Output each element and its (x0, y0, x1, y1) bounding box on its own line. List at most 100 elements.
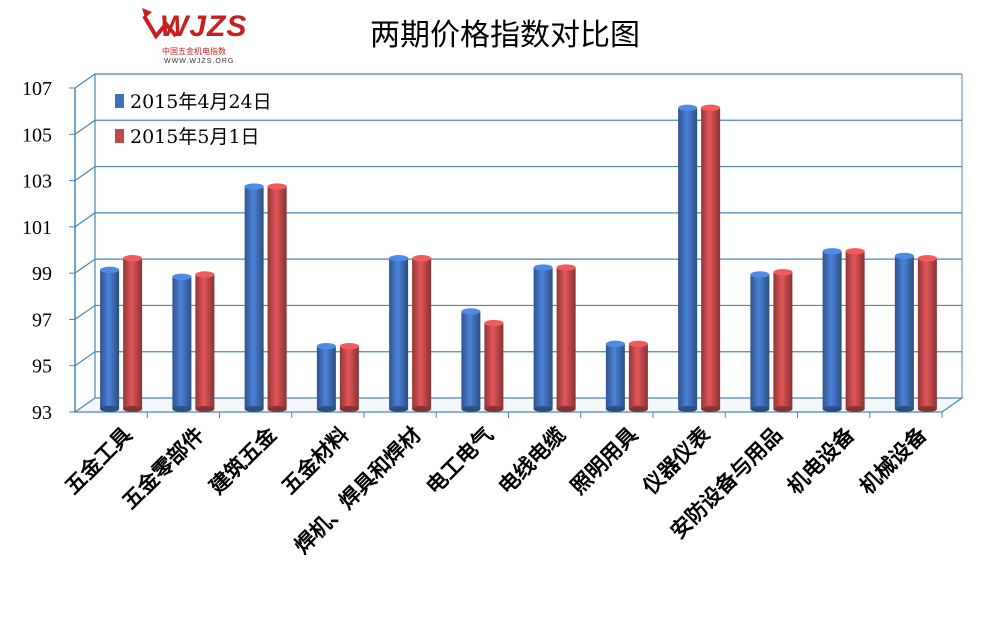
gridline (74, 165, 962, 182)
bar-base (917, 406, 937, 412)
bar-base (484, 406, 504, 412)
bar (628, 343, 648, 409)
bar-base (100, 406, 120, 412)
bar (484, 323, 504, 409)
bar-top (123, 255, 143, 262)
bar-base (701, 406, 721, 412)
bar-base (605, 406, 625, 412)
bar-top (773, 268, 793, 276)
bar-base (845, 406, 865, 412)
x-tick-label: 照明用具 (566, 423, 642, 499)
bar-top (894, 252, 914, 260)
bar-top (267, 183, 287, 190)
bar-base (894, 406, 914, 412)
logo-subtitle: 中国五金机电指数 (162, 47, 226, 56)
bar-base (172, 406, 192, 412)
bar-base (628, 406, 648, 412)
bar (556, 267, 576, 409)
wjzs-logo: WJZS 中国五金机电指数 WWW.WJZS.ORG (140, 6, 250, 72)
bar (267, 186, 287, 409)
bar-top (412, 255, 432, 262)
bar-top (845, 248, 865, 255)
bar-base (461, 406, 481, 412)
bar-base (339, 406, 359, 412)
x-tick-label: 机电设备 (783, 422, 860, 499)
bar-base (678, 406, 698, 412)
bar (316, 346, 336, 409)
bar-top (100, 266, 120, 274)
bar-top (389, 255, 409, 262)
bar-base (750, 406, 770, 412)
x-tick-label: 电线电缆 (494, 423, 570, 499)
bar-top (172, 273, 192, 280)
y-tick-label: 97 (32, 309, 52, 331)
bar-base (123, 406, 143, 412)
bar-top (244, 183, 264, 190)
bar-base (267, 406, 287, 412)
bar-top (556, 264, 576, 271)
bar (894, 255, 914, 409)
bar-top (533, 264, 553, 271)
bar (605, 343, 625, 409)
bar-top (750, 271, 770, 278)
bar-base (412, 406, 432, 412)
bar (123, 258, 143, 409)
bar (822, 251, 842, 409)
bar (701, 107, 721, 409)
bar (845, 251, 865, 409)
bar (533, 267, 553, 409)
bar (412, 258, 432, 409)
bar-top (678, 104, 698, 112)
y-tick-label: 93 (32, 402, 52, 424)
bar-base (773, 406, 793, 412)
bar-top (822, 248, 842, 255)
bar (917, 258, 937, 409)
bar-top (484, 319, 504, 327)
legend-swatch (115, 94, 124, 108)
bar-base (822, 406, 842, 412)
bar-base (556, 406, 576, 412)
legend-label: 2015年4月24日 (130, 91, 272, 113)
bar (389, 258, 409, 409)
bar-base (533, 406, 553, 412)
bar-top (461, 308, 481, 315)
legend-swatch (115, 129, 124, 143)
bar (244, 186, 264, 409)
bar-base (244, 406, 264, 412)
bar-top (316, 343, 336, 350)
x-tick-label: 五金工具 (60, 423, 136, 499)
bar (750, 274, 770, 409)
bar (339, 346, 359, 409)
x-tick-label: 电工电气 (422, 423, 498, 499)
y-tick-label: 107 (22, 78, 52, 100)
y-tick-label: 103 (22, 171, 52, 193)
bar (100, 269, 120, 409)
bar-base (316, 406, 336, 412)
x-tick-label: 机械设备 (855, 422, 932, 499)
y-tick-label: 101 (22, 217, 52, 239)
logo-brand: WJZS (160, 10, 248, 43)
bar-base (389, 406, 409, 412)
bar-top (605, 340, 625, 348)
bar (461, 311, 481, 409)
gridline (74, 119, 962, 135)
bar-top (339, 343, 359, 350)
bar (195, 274, 215, 409)
bar-top (628, 340, 648, 348)
y-tick-label: 95 (32, 356, 52, 378)
bar-top (195, 271, 215, 278)
x-tick-label: 五金材料 (277, 423, 353, 499)
bar-top (917, 255, 937, 262)
arrow-logo-icon (142, 8, 178, 40)
x-tick-label: 建筑五金 (205, 422, 282, 499)
x-tick-label: 焊机、焊具和焊材 (290, 423, 426, 559)
bar (678, 107, 698, 409)
bar (172, 276, 192, 409)
gridline (74, 351, 962, 367)
gridline (74, 73, 962, 89)
y-tick-label: 105 (22, 124, 52, 146)
chart-title: 两期价格指数对比图 (370, 18, 640, 53)
y-tick-label: 99 (32, 263, 52, 285)
